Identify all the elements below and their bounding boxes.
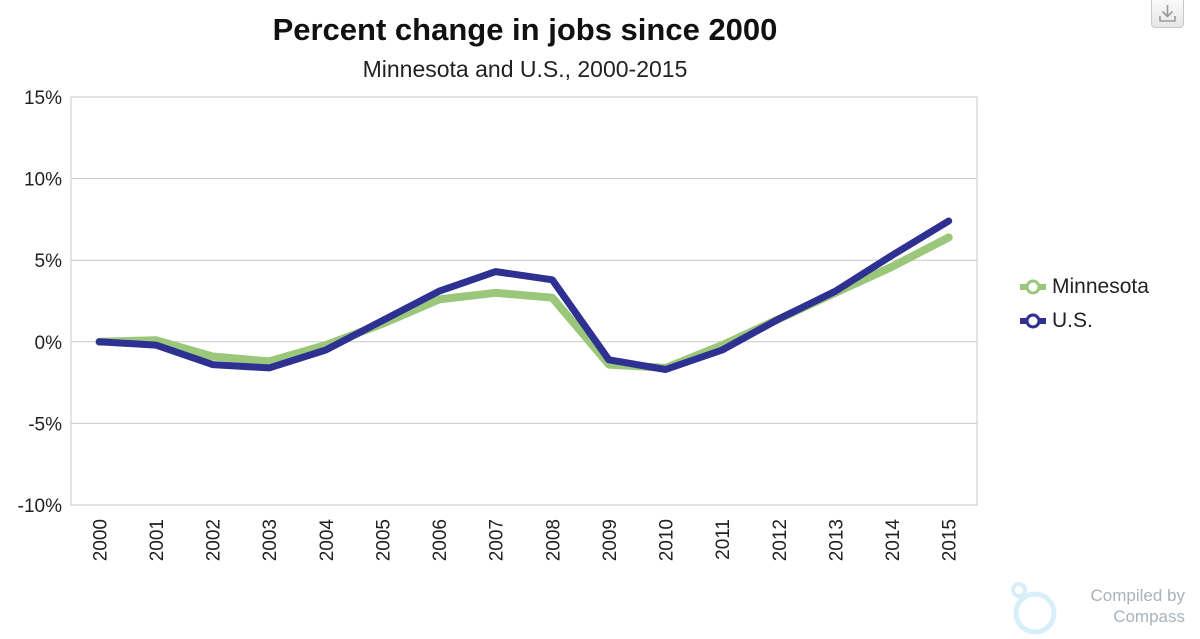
download-button[interactable] bbox=[1151, 0, 1184, 28]
grid-lines bbox=[71, 178, 977, 424]
x-tick-label: 2008 bbox=[543, 519, 564, 561]
x-tick-label: 2014 bbox=[883, 519, 904, 562]
x-tick-label: 2012 bbox=[770, 519, 791, 561]
legend-label-us: U.S. bbox=[1052, 309, 1093, 332]
y-tick-label: -10% bbox=[18, 496, 62, 517]
x-tick-label: 2015 bbox=[940, 519, 961, 561]
plot-area-border bbox=[70, 96, 978, 506]
x-tick-label: 2003 bbox=[260, 519, 281, 561]
series-lines bbox=[95, 217, 953, 373]
x-tick-label: 2007 bbox=[487, 519, 508, 561]
series-line-us bbox=[95, 217, 953, 373]
legend-swatch-minnesota bbox=[1020, 279, 1046, 295]
compass-logo-icon bbox=[1011, 582, 1057, 635]
x-tick-label: 2001 bbox=[147, 519, 168, 561]
x-axis-ticks: 2000 2001 2002 2003 2004 2005 2006 2007 2008 2009… bbox=[90, 519, 960, 562]
y-tick-label: 10% bbox=[24, 170, 62, 191]
x-tick-label: 2013 bbox=[826, 519, 847, 561]
x-tick-label: 2000 bbox=[90, 519, 111, 561]
legend-swatch-us bbox=[1020, 313, 1046, 329]
legend-label-minnesota: Minnesota bbox=[1052, 275, 1149, 298]
x-tick-label: 2002 bbox=[204, 519, 225, 561]
y-tick-label: 15% bbox=[24, 88, 62, 109]
x-tick-label: 2005 bbox=[373, 519, 394, 561]
x-tick-label: 2010 bbox=[657, 519, 678, 561]
legend-item-minnesota[interactable]: Minnesota bbox=[1018, 270, 1149, 304]
series-line-minnesota bbox=[95, 233, 953, 372]
legend-item-us[interactable]: U.S. bbox=[1018, 304, 1149, 338]
chart-title: Percent change in jobs since 2000 bbox=[272, 12, 778, 47]
y-tick-label: 5% bbox=[35, 251, 63, 272]
credit-text: Compiled by Compass bbox=[1090, 586, 1186, 626]
y-tick-label: 0% bbox=[35, 333, 63, 354]
x-tick-label: 2009 bbox=[600, 519, 621, 561]
y-tick-label: -5% bbox=[28, 414, 62, 435]
x-tick-label: 2011 bbox=[713, 519, 734, 560]
x-tick-label: 2004 bbox=[317, 519, 338, 562]
download-icon bbox=[1159, 5, 1176, 22]
legend: Minnesota U.S. bbox=[1018, 270, 1149, 338]
credit: Compiled by Compass bbox=[1005, 580, 1185, 635]
chart-subtitle: Minnesota and U.S., 2000-2015 bbox=[362, 56, 688, 82]
y-axis-ticks: 15% 10% 5% 0% -5% -10% bbox=[18, 88, 62, 517]
x-tick-label: 2006 bbox=[430, 519, 451, 561]
